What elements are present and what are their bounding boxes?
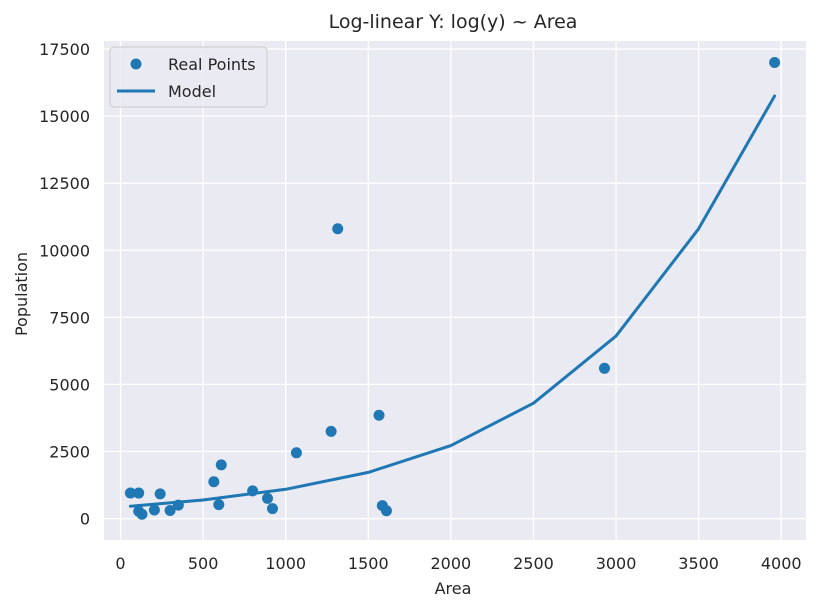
data-point (208, 476, 220, 488)
y-tick-label: 15000 (39, 107, 90, 126)
legend: Real Points Model (109, 46, 268, 108)
x-tick-label: 2000 (431, 554, 472, 573)
data-point (154, 488, 166, 500)
data-layer (124, 56, 781, 520)
x-tick-label: 1500 (348, 554, 389, 573)
x-tick-label: 1000 (265, 554, 306, 573)
data-point (262, 492, 274, 504)
legend-label-real-points: Real Points (168, 55, 256, 74)
legend-label-model: Model (168, 82, 216, 101)
y-tick-label: 0 (80, 510, 90, 529)
data-point (133, 487, 145, 499)
data-point (136, 508, 148, 520)
x-tick-label: 3500 (678, 554, 719, 573)
data-point (164, 504, 176, 516)
legend-marker-real-points (130, 58, 142, 70)
data-point (373, 409, 385, 421)
y-tick-label: 17500 (39, 40, 90, 59)
data-point (124, 487, 136, 499)
data-point (598, 362, 610, 374)
data-point (213, 499, 225, 511)
data-point (290, 447, 302, 459)
x-axis-label: Area (435, 579, 472, 598)
data-point (769, 56, 781, 68)
data-point (148, 504, 160, 516)
y-tick-label: 12500 (39, 174, 90, 193)
plot-background (104, 41, 806, 540)
y-tick-label: 10000 (39, 241, 90, 260)
plot-area (104, 41, 806, 540)
x-tick-label: 0 (115, 554, 125, 573)
data-point (172, 499, 184, 511)
y-axis-label: Population (12, 252, 31, 336)
y-tick-label: 7500 (49, 308, 90, 327)
x-tick-label: 500 (188, 554, 219, 573)
data-point (266, 503, 278, 515)
chart-title: Log-linear Y: log(y) ~ Area (329, 11, 578, 33)
data-point (325, 425, 337, 437)
grid-lines (104, 41, 806, 540)
x-tick-label: 2500 (513, 554, 554, 573)
model-line (128, 94, 777, 508)
x-tick-label: 3000 (596, 554, 637, 573)
y-tick-label: 5000 (49, 375, 90, 394)
data-point (215, 459, 227, 471)
x-tick-label: 4000 (761, 554, 802, 573)
data-point (247, 485, 259, 497)
data-point (332, 223, 344, 235)
data-point (380, 505, 392, 517)
y-tick-label: 2500 (49, 442, 90, 461)
tick-labels: 0 500 1000 1500 2000 2500 3000 3500 4000 0 2500 500… (39, 40, 801, 573)
